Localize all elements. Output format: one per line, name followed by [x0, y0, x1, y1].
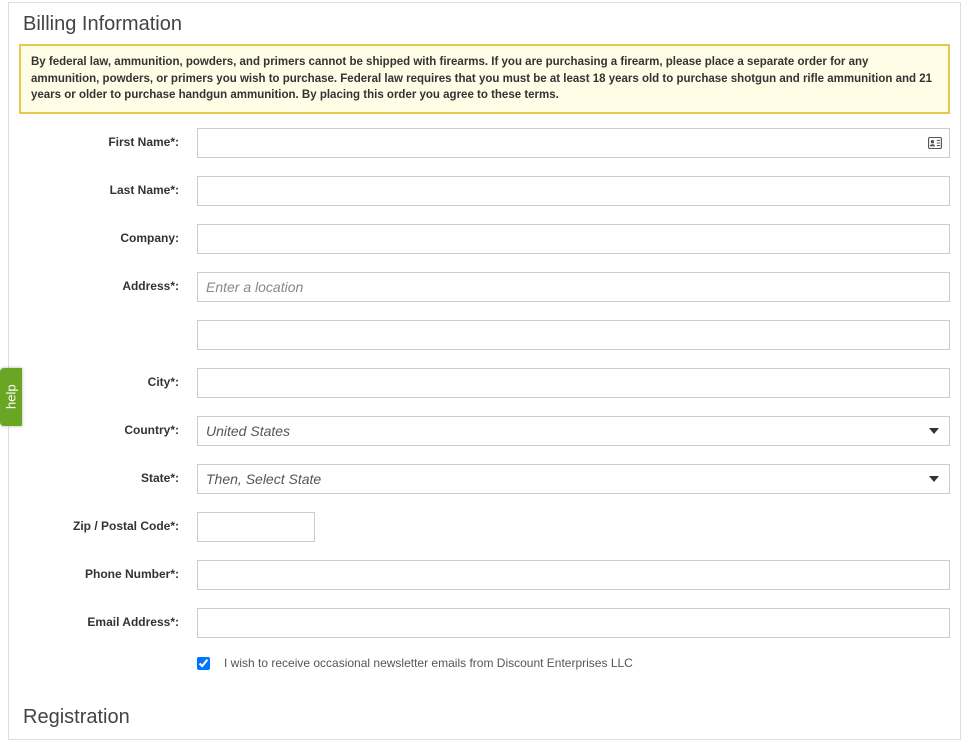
field-last-name — [197, 176, 950, 206]
field-newsletter: I wish to receive occasional newsletter … — [197, 656, 950, 670]
row-address: Address*: — [19, 272, 950, 350]
phone-input[interactable] — [197, 560, 950, 590]
field-state: Then, Select State — [197, 464, 950, 494]
help-tab-label: help — [4, 385, 19, 410]
field-phone — [197, 560, 950, 590]
registration-title: Registration — [9, 688, 960, 739]
newsletter-label: I wish to receive occasional newsletter … — [224, 656, 633, 670]
company-input[interactable] — [197, 224, 950, 254]
email-input[interactable] — [197, 608, 950, 638]
row-first-name: First Name*: — [19, 128, 950, 158]
label-phone: Phone Number*: — [19, 560, 197, 581]
country-select[interactable]: United States — [197, 416, 950, 446]
row-phone: Phone Number*: — [19, 560, 950, 590]
billing-panel: Billing Information By federal law, ammu… — [8, 2, 961, 740]
row-company: Company: — [19, 224, 950, 254]
row-state: State*: Then, Select State — [19, 464, 950, 494]
label-newsletter-spacer — [19, 656, 197, 663]
help-tab[interactable]: help — [0, 368, 22, 426]
field-email — [197, 608, 950, 638]
row-zip: Zip / Postal Code*: — [19, 512, 950, 542]
field-zip — [197, 512, 950, 542]
zip-input[interactable] — [197, 512, 315, 542]
address2-input[interactable] — [197, 320, 950, 350]
label-company: Company: — [19, 224, 197, 245]
last-name-input[interactable] — [197, 176, 950, 206]
field-country: United States — [197, 416, 950, 446]
field-first-name — [197, 128, 950, 158]
legal-notice: By federal law, ammunition, powders, and… — [19, 44, 950, 114]
label-zip: Zip / Postal Code*: — [19, 512, 197, 533]
label-city: City*: — [19, 368, 197, 389]
row-email: Email Address*: — [19, 608, 950, 638]
row-city: City*: — [19, 368, 950, 398]
label-email: Email Address*: — [19, 608, 197, 629]
state-select[interactable]: Then, Select State — [197, 464, 950, 494]
contact-card-icon — [928, 137, 942, 149]
row-newsletter: I wish to receive occasional newsletter … — [19, 656, 950, 670]
label-address: Address*: — [19, 272, 197, 293]
field-company — [197, 224, 950, 254]
label-country: Country*: — [19, 416, 197, 437]
row-last-name: Last Name*: — [19, 176, 950, 206]
label-last-name: Last Name*: — [19, 176, 197, 197]
address1-input[interactable] — [197, 272, 950, 302]
row-country: Country*: United States — [19, 416, 950, 446]
field-address — [197, 272, 950, 350]
billing-title: Billing Information — [9, 3, 960, 44]
first-name-input[interactable] — [197, 128, 950, 158]
newsletter-checkbox[interactable] — [197, 657, 210, 670]
label-state: State*: — [19, 464, 197, 485]
field-city — [197, 368, 950, 398]
label-first-name: First Name*: — [19, 128, 197, 149]
city-input[interactable] — [197, 368, 950, 398]
